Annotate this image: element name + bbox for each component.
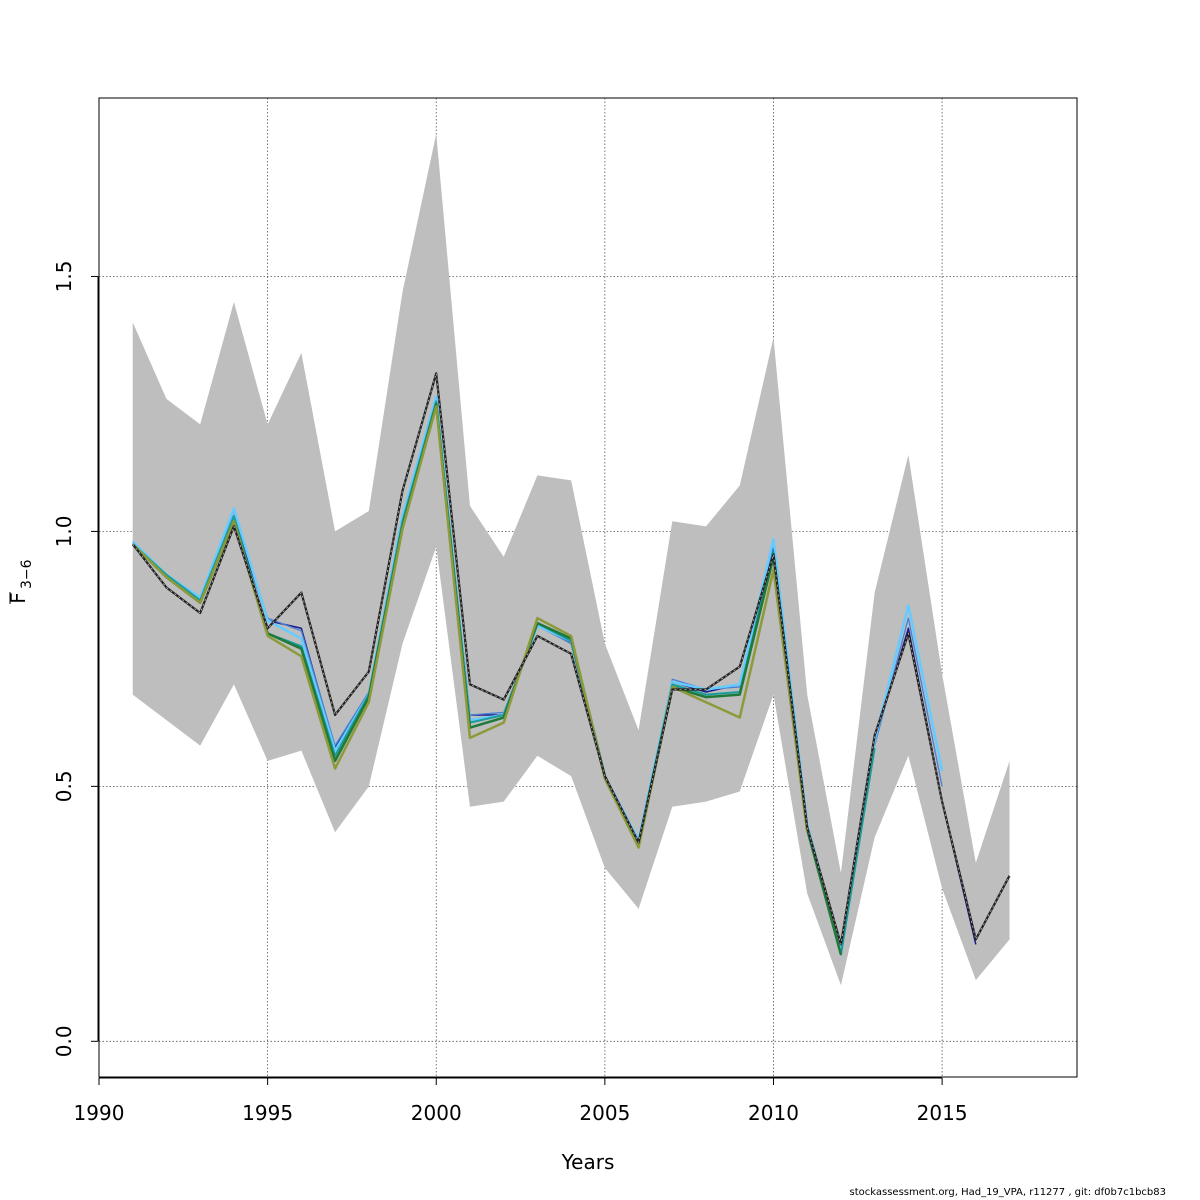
grid-lines <box>99 98 1077 1077</box>
confidence-band-layer <box>132 133 1010 986</box>
confidence-band <box>132 133 1010 986</box>
x-tick-label: 2005 <box>579 1101 630 1125</box>
y-tick-label: 0.0 <box>52 1025 76 1057</box>
footer-caption: stockassessment.org, Had_19_VPA, r11277 … <box>849 1187 1167 1198</box>
axes: 1990 1995 2000 2005 2010 2015 0.0 0.5 1.0 1.5 <box>52 261 968 1125</box>
y-tick-label: 0.5 <box>52 770 76 802</box>
series-layer <box>131 372 1011 956</box>
x-axis-title: Years <box>561 1150 615 1174</box>
x-tick-label: 2000 <box>411 1101 462 1125</box>
y-tick-label: 1.5 <box>52 261 76 293</box>
x-tick-label: 1995 <box>242 1101 293 1125</box>
x-tick-label: 1990 <box>74 1101 125 1125</box>
y-axis-title-subscript: 3−6 <box>19 559 35 589</box>
x-tick-label: 2010 <box>748 1101 799 1125</box>
y-tick-label: 1.0 <box>52 516 76 548</box>
plot-frame <box>98 97 1078 1078</box>
x-tick-label: 2015 <box>917 1101 968 1125</box>
series-line-6-base <box>131 372 1011 946</box>
y-axis-title: F 3−6 <box>6 559 35 604</box>
y-axis-title-main: F <box>6 592 30 604</box>
